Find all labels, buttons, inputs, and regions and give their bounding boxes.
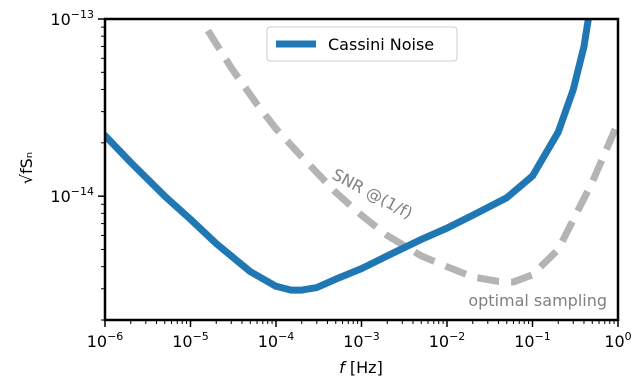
x-tick-label: 100 [604, 330, 631, 351]
x-tick-label-exponent: −1 [535, 330, 551, 343]
series-cassini-noise-line [105, 19, 592, 294]
x-tick-label-base: 10 [604, 332, 624, 351]
x-tick-label-exponent: −3 [364, 330, 380, 343]
series-optimal-sampling-line [204, 28, 618, 286]
x-tick-label-exponent: −5 [193, 330, 209, 343]
x-tick-label-base: 10 [514, 332, 534, 351]
x-tick-label-exponent: −4 [278, 330, 294, 343]
x-tick-label: 10−4 [258, 330, 295, 351]
legend-label-cassini-noise: Cassini Noise [328, 35, 434, 54]
y-tick-label-exponent: −13 [71, 8, 94, 21]
y-axis-label: √fSₙ [17, 152, 36, 184]
annotation-optimal-sampling: optimal sampling [468, 291, 607, 310]
x-axis-label-unit: [Hz] [345, 358, 383, 377]
legend-box [266, 26, 458, 62]
x-axis-label: f [Hz] [339, 358, 383, 377]
x-tick-label-base: 10 [343, 332, 363, 351]
y-tick-label-exponent: −14 [71, 185, 94, 198]
x-tick-label-base: 10 [87, 332, 107, 351]
y-tick-label: 10−14 [50, 185, 94, 206]
x-tick-label: 10−3 [343, 330, 380, 351]
y-tick-label-base: 10 [50, 10, 70, 29]
x-tick-label: 10−1 [514, 330, 551, 351]
series-layer [105, 19, 618, 294]
plot-area [105, 19, 618, 320]
x-tick-label-exponent: −2 [449, 330, 465, 343]
x-tick-label-base: 10 [429, 332, 449, 351]
legend: Cassini Noise [266, 26, 458, 62]
x-tick-label: 10−6 [87, 330, 124, 351]
x-tick-label: 10−5 [172, 330, 209, 351]
x-tick-label: 10−2 [429, 330, 466, 351]
x-tick-label-base: 10 [172, 332, 192, 351]
x-tick-label-base: 10 [258, 332, 278, 351]
x-axis-label-symbol: f [339, 358, 347, 377]
y-tick-label: 10−13 [50, 8, 94, 29]
x-tick-label-exponent: −6 [107, 330, 123, 343]
y-tick-label-base: 10 [50, 187, 70, 206]
x-tick-label-exponent: 0 [625, 330, 632, 343]
